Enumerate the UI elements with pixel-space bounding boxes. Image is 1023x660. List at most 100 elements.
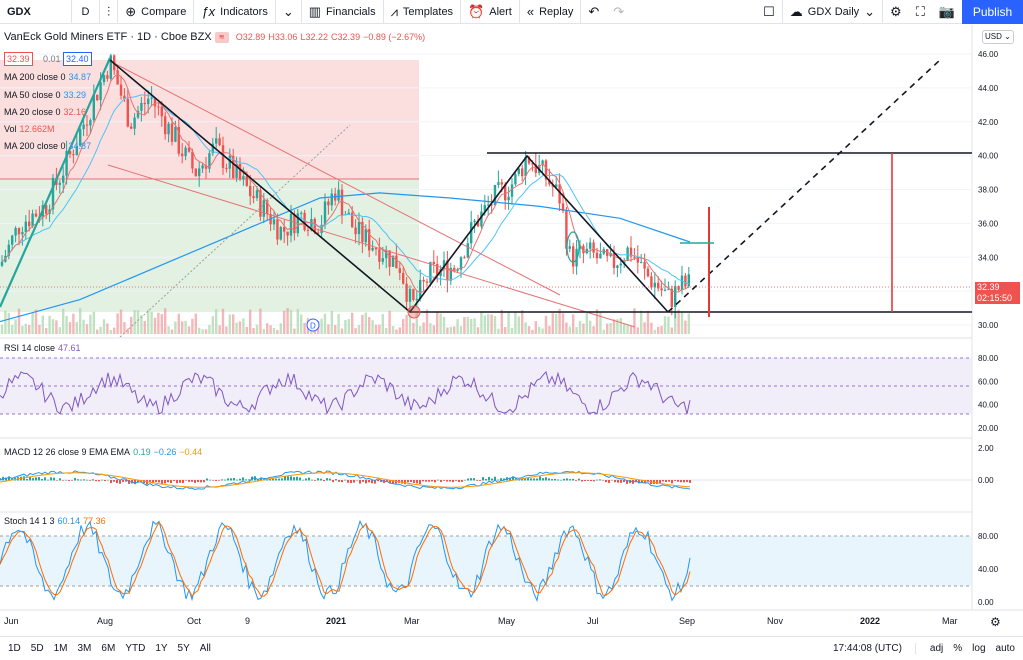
- range-button-1m[interactable]: 1M: [53, 643, 68, 654]
- undo-button[interactable]: ↶: [581, 0, 606, 24]
- stoch-legend[interactable]: Stoch 14 1 3 60.14 77.36: [4, 516, 106, 526]
- time-tick-label: 9: [245, 616, 250, 626]
- svg-text:D: D: [310, 322, 316, 331]
- rsi-tick-label: 60.00: [978, 377, 999, 386]
- pane-dividers: [0, 25, 1023, 611]
- macd-signal-line: [0, 472, 691, 488]
- green-trend-line[interactable]: [0, 57, 112, 308]
- adj-toggle[interactable]: adj: [914, 643, 948, 654]
- log-toggle[interactable]: log: [972, 643, 986, 654]
- alert-button[interactable]: ⏰ Alert: [461, 0, 520, 24]
- symbol-search[interactable]: GDX: [0, 0, 72, 24]
- ma20-line: [1, 73, 690, 293]
- market-status-icon[interactable]: ≋: [214, 31, 229, 43]
- indicators-label: Indicators: [220, 5, 268, 18]
- chart-area[interactable]: D 46.00 44.00 42.00 40.00 38.00 36.00 34.00 32.…: [0, 25, 1023, 635]
- templates-icon: ⩘: [390, 3, 398, 19]
- interval-label: D: [81, 5, 90, 18]
- study-value: 12.662M: [19, 124, 55, 134]
- function-icon: ƒx: [201, 4, 216, 19]
- currency-label: USD: [985, 32, 1002, 41]
- low-point-marker[interactable]: [407, 305, 421, 319]
- price-tick-label: 44.00: [978, 84, 999, 93]
- rsi-legend[interactable]: RSI 14 close 47.61: [4, 343, 81, 353]
- stoch-tick-label: 80.00: [978, 532, 999, 541]
- channel-lower-line[interactable]: [107, 164, 636, 328]
- study-label: MA 50 close 0: [4, 90, 61, 100]
- macd-signal-value: −0.44: [179, 447, 203, 457]
- projection-dashed-line[interactable]: [667, 59, 941, 313]
- study-legend-volume[interactable]: Vol 12.662M: [4, 124, 55, 134]
- time-tick-label: Jul: [587, 616, 599, 626]
- study-label: MA 20 close 0: [4, 107, 61, 117]
- rsi-value: 47.61: [58, 343, 81, 353]
- layout-menu[interactable]: ☁ GDX Daily ⌄: [783, 0, 884, 24]
- dividend-marker[interactable]: D: [306, 318, 320, 332]
- range-button-1d[interactable]: 1D: [8, 643, 21, 654]
- study-legend-ma50[interactable]: MA 50 close 0 33.29: [4, 90, 86, 100]
- compare-button[interactable]: ⊕ Compare: [118, 0, 195, 24]
- range-button-5y[interactable]: 5Y: [177, 643, 190, 654]
- redo-button[interactable]: ↷: [606, 0, 631, 24]
- dotted-diagonal[interactable]: [119, 124, 351, 338]
- range-button-all[interactable]: All: [199, 643, 211, 654]
- fullscreen-mode-toggle[interactable]: ☐: [756, 0, 783, 24]
- snapshot-button[interactable]: 📷: [932, 0, 962, 24]
- rsi-tick-label: 20.00: [978, 424, 999, 433]
- bid-button[interactable]: 32.39: [4, 52, 33, 66]
- rsi-axis[interactable]: 80.00 60.00 40.00 20.00: [978, 354, 999, 433]
- ohlc-high: H33.06: [268, 32, 298, 42]
- ohlc-low: L32.22: [300, 32, 328, 42]
- range-button-3m[interactable]: 3M: [77, 643, 92, 654]
- stoch-k-value: 60.14: [57, 516, 81, 526]
- replay-button[interactable]: « Replay: [520, 0, 582, 24]
- price-tick-label: 38.00: [978, 186, 999, 195]
- ohlc-close: C32.39: [331, 32, 361, 42]
- settings-button[interactable]: ⚙: [883, 0, 909, 24]
- range-button-ytd[interactable]: YTD: [125, 643, 146, 654]
- drawings[interactable]: D: [0, 57, 972, 338]
- auto-toggle[interactable]: auto: [995, 643, 1015, 654]
- highlight-ellipse[interactable]: [566, 231, 580, 263]
- templates-dropdown[interactable]: ⌄: [276, 0, 302, 24]
- undo-icon: ↶: [588, 3, 600, 19]
- indicators-button[interactable]: ƒx Indicators: [194, 0, 276, 24]
- study-value: 34.87: [68, 141, 92, 151]
- long-position-zone[interactable]: [0, 179, 419, 312]
- plus-circle-icon: ⊕: [125, 3, 137, 19]
- study-legend-ma200[interactable]: MA 200 close 0 34.87: [4, 72, 91, 82]
- symbol-legend: VanEck Gold Miners ETF · 1D · Cboe BZX ≋…: [4, 31, 425, 43]
- range-button-1y[interactable]: 1Y: [155, 643, 168, 654]
- chart-type-button[interactable]: ⫶: [100, 0, 119, 24]
- stoch-tick-label: 0.00: [978, 598, 994, 607]
- macd-tick-label: 2.00: [978, 444, 994, 453]
- macd-axis[interactable]: 2.00 0.00: [978, 444, 994, 485]
- templates-button[interactable]: ⩘ Templates: [384, 0, 462, 24]
- financials-button[interactable]: ▥ Financials: [302, 0, 384, 24]
- macd-label: MACD 12 26 close 9 EMA EMA: [4, 447, 131, 457]
- publish-button[interactable]: Publish: [962, 0, 1023, 24]
- interval-button[interactable]: D: [72, 0, 100, 24]
- clock[interactable]: 17:44:08 (UTC): [832, 643, 902, 654]
- camera-icon: 📷: [938, 3, 955, 19]
- currency-selector[interactable]: USD ⌄: [982, 30, 1014, 44]
- macd-legend[interactable]: MACD 12 26 close 9 EMA EMA 0.19 −0.26 −0.44: [4, 447, 202, 457]
- axis-settings-gear-icon[interactable]: ⚙: [990, 615, 1001, 629]
- macd-hist-value: 0.19: [133, 447, 151, 457]
- stoch-axis[interactable]: 80.00 40.00 0.00: [978, 532, 999, 607]
- ask-button[interactable]: 32.40: [63, 52, 92, 66]
- templates-label: Templates: [402, 5, 454, 18]
- rsi-line: [0, 370, 691, 415]
- study-legend-ma200-2[interactable]: MA 200 close 0 34.87: [4, 141, 91, 151]
- rsi-tick-label: 40.00: [978, 401, 999, 410]
- range-button-5d[interactable]: 5D: [30, 643, 44, 654]
- study-legend-ma20[interactable]: MA 20 close 0 32.16: [4, 107, 86, 117]
- time-axis[interactable]: Jun Aug Oct 9 2021 Mar May Jul Sep Nov 2022 Mar: [4, 616, 958, 626]
- zigzag-pattern[interactable]: [109, 59, 669, 314]
- fullscreen-button[interactable]: ⛶: [909, 0, 932, 24]
- percent-toggle[interactable]: %: [953, 643, 963, 654]
- chart-canvas[interactable]: D 46.00 44.00 42.00 40.00 38.00 36.00 34.00 32.…: [0, 25, 1023, 635]
- ma50-line: [1, 94, 689, 285]
- channel-upper-line[interactable]: [107, 59, 561, 296]
- range-button-6m[interactable]: 6M: [101, 643, 116, 654]
